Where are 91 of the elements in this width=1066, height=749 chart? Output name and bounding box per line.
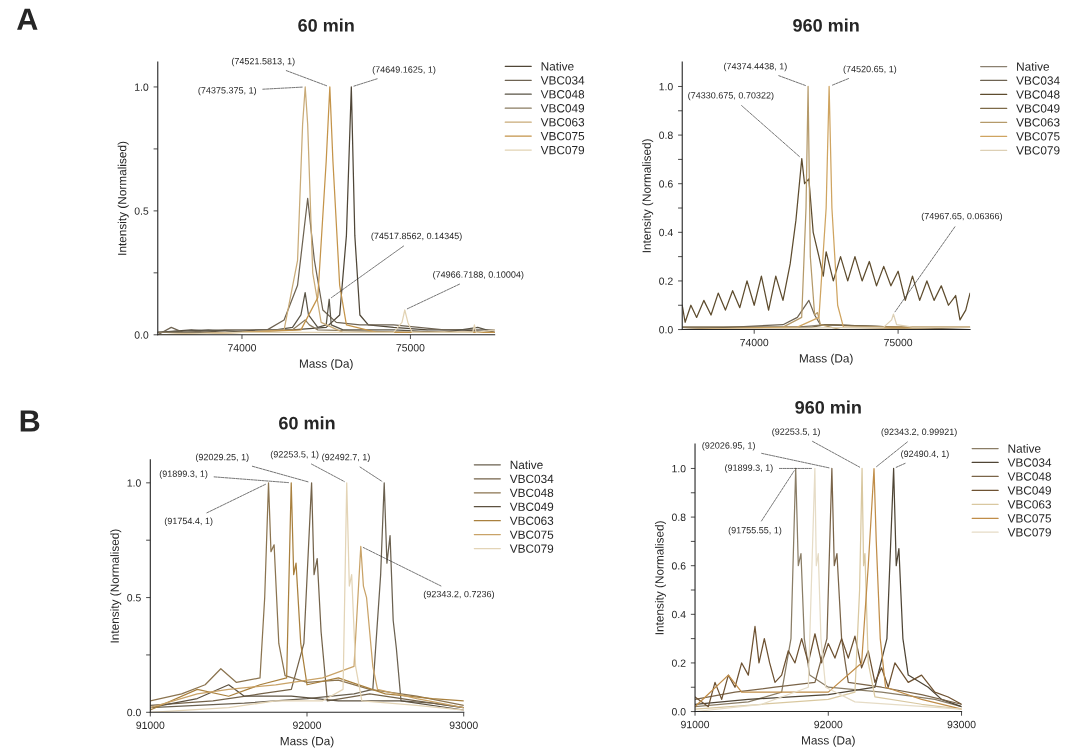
y-tick-label: 0.2 xyxy=(671,659,686,667)
y-tick-label: 0.2 xyxy=(659,277,673,285)
y-tick-label: 0.4 xyxy=(659,228,673,237)
legend-label: VBC079 xyxy=(1016,146,1060,155)
y-tick-label: 0.0 xyxy=(127,708,141,717)
y-tick-label: 0.5 xyxy=(127,594,141,602)
annotation: (74330.675, 0.70322) xyxy=(688,91,774,101)
x-axis-title: Mass (Da) xyxy=(280,736,334,748)
legend-label: VBC075 xyxy=(509,530,554,539)
legend-label: VBC048 xyxy=(509,488,554,497)
annotation: (74649.1625, 1) xyxy=(372,66,436,75)
legend-label: VBC049 xyxy=(509,502,554,511)
annotation: (92343.2, 0.99921) xyxy=(881,428,957,437)
x-axis-title: Mass (Da) xyxy=(299,359,353,371)
legend-label: VBC075 xyxy=(1007,514,1052,523)
annotation: (74521.5813, 1) xyxy=(231,57,295,67)
x-axis-title: Mass (Da) xyxy=(799,353,853,365)
annotation: (74375.375, 1) xyxy=(198,86,257,96)
annotation: (91755.55, 1) xyxy=(728,526,782,536)
x-tick-label: 92000 xyxy=(293,721,322,729)
annotation: (92343.2, 0.7236) xyxy=(423,590,494,600)
y-axis-title: Intensity (Normalised) xyxy=(654,521,666,635)
y-tick-label: 0.6 xyxy=(671,562,686,570)
y-tick-label: 0.5 xyxy=(134,207,149,215)
legend-label: VBC075 xyxy=(1016,132,1060,141)
annotation: (92029.25, 1) xyxy=(195,453,249,463)
text: A xyxy=(17,8,38,30)
legend-label: VBC079 xyxy=(509,544,554,553)
chart-title: 60 min xyxy=(298,18,354,32)
legend-label: VBC048 xyxy=(540,90,585,99)
legend-label: VBC049 xyxy=(1007,486,1051,495)
annotation: (92026.95, 1) xyxy=(702,442,755,451)
y-axis-title: Intensity (Normalised) xyxy=(117,141,129,255)
legend-label: VBC049 xyxy=(540,104,585,113)
y-axis-title: Intensity (Normalised) xyxy=(642,139,654,253)
annotation: (92253.5, 1) xyxy=(270,450,319,460)
x-tick-label: 91000 xyxy=(681,720,710,729)
y-tick-label: 0.4 xyxy=(671,610,686,619)
y-tick-label: 0.8 xyxy=(671,513,686,521)
annotation: (74517.8562, 0.14345) xyxy=(371,232,462,241)
legend-label: VBC034 xyxy=(1016,76,1060,85)
y-axis-title: Intensity (Normalised) xyxy=(110,529,122,643)
annotation: (92492.7, 1) xyxy=(322,453,370,463)
annotation: (74374.4438, 1) xyxy=(724,62,787,72)
y-tick-label: 0.0 xyxy=(671,708,686,716)
annotation: (91754.4, 1) xyxy=(164,517,213,526)
y-tick-label: 0.0 xyxy=(134,331,149,339)
x-tick-label: 75000 xyxy=(396,344,425,352)
annotation: (91899.3, 1) xyxy=(159,470,208,479)
y-tick-label: 1.0 xyxy=(127,479,141,487)
x-tick-label: 74000 xyxy=(740,338,769,347)
legend-label: VBC063 xyxy=(1007,500,1052,509)
chart-title: 960 min xyxy=(795,400,861,414)
legend-label: Native xyxy=(1017,62,1050,71)
x-tick-label: 75000 xyxy=(884,338,913,347)
x-axis-title: Mass (Da) xyxy=(802,735,855,747)
legend-label: Native xyxy=(541,61,574,71)
annotation: (92253.5, 1) xyxy=(772,428,820,437)
y-tick-label: 0.6 xyxy=(659,180,673,188)
annotation: (74520.65, 1) xyxy=(843,65,897,75)
legend-label: VBC063 xyxy=(1016,118,1060,127)
legend-label: VBC079 xyxy=(540,145,585,155)
annotation: (92490.4, 1) xyxy=(901,450,949,459)
y-tick-label: 1.0 xyxy=(672,464,686,473)
y-tick-label: 1.0 xyxy=(135,83,149,91)
x-tick-label: 93000 xyxy=(449,721,478,729)
y-tick-label: 0.0 xyxy=(659,326,673,334)
x-tick-label: 74000 xyxy=(228,344,257,352)
legend-label: Native xyxy=(1008,444,1041,453)
legend-label: VBC048 xyxy=(1007,472,1052,481)
text: B xyxy=(20,410,40,432)
legend-label: VBC034 xyxy=(509,474,554,484)
legend-label: VBC034 xyxy=(1007,458,1052,467)
legend-label: VBC063 xyxy=(509,516,554,525)
x-tick-label: 93000 xyxy=(947,720,976,729)
legend-label: Native xyxy=(510,460,543,470)
legend-label: VBC079 xyxy=(1007,528,1051,537)
chart-title: 960 min xyxy=(793,18,859,32)
legend-label: VBC049 xyxy=(1016,104,1060,113)
legend-label: VBC075 xyxy=(540,131,585,141)
annotation: (91899.3, 1) xyxy=(725,464,773,473)
x-tick-label: 92000 xyxy=(814,720,843,729)
chart-title: 60 min xyxy=(279,416,335,430)
x-tick-label: 91000 xyxy=(136,721,165,729)
annotation: (74967.65, 0.06366) xyxy=(921,212,1002,222)
legend-label: VBC034 xyxy=(540,76,585,85)
annotation: (74966.7188, 0.10004) xyxy=(433,271,524,280)
y-tick-label: 1.0 xyxy=(659,82,673,91)
legend-label: VBC048 xyxy=(1016,90,1060,99)
legend-label: VBC063 xyxy=(540,118,585,127)
y-tick-label: 0.8 xyxy=(659,131,673,139)
